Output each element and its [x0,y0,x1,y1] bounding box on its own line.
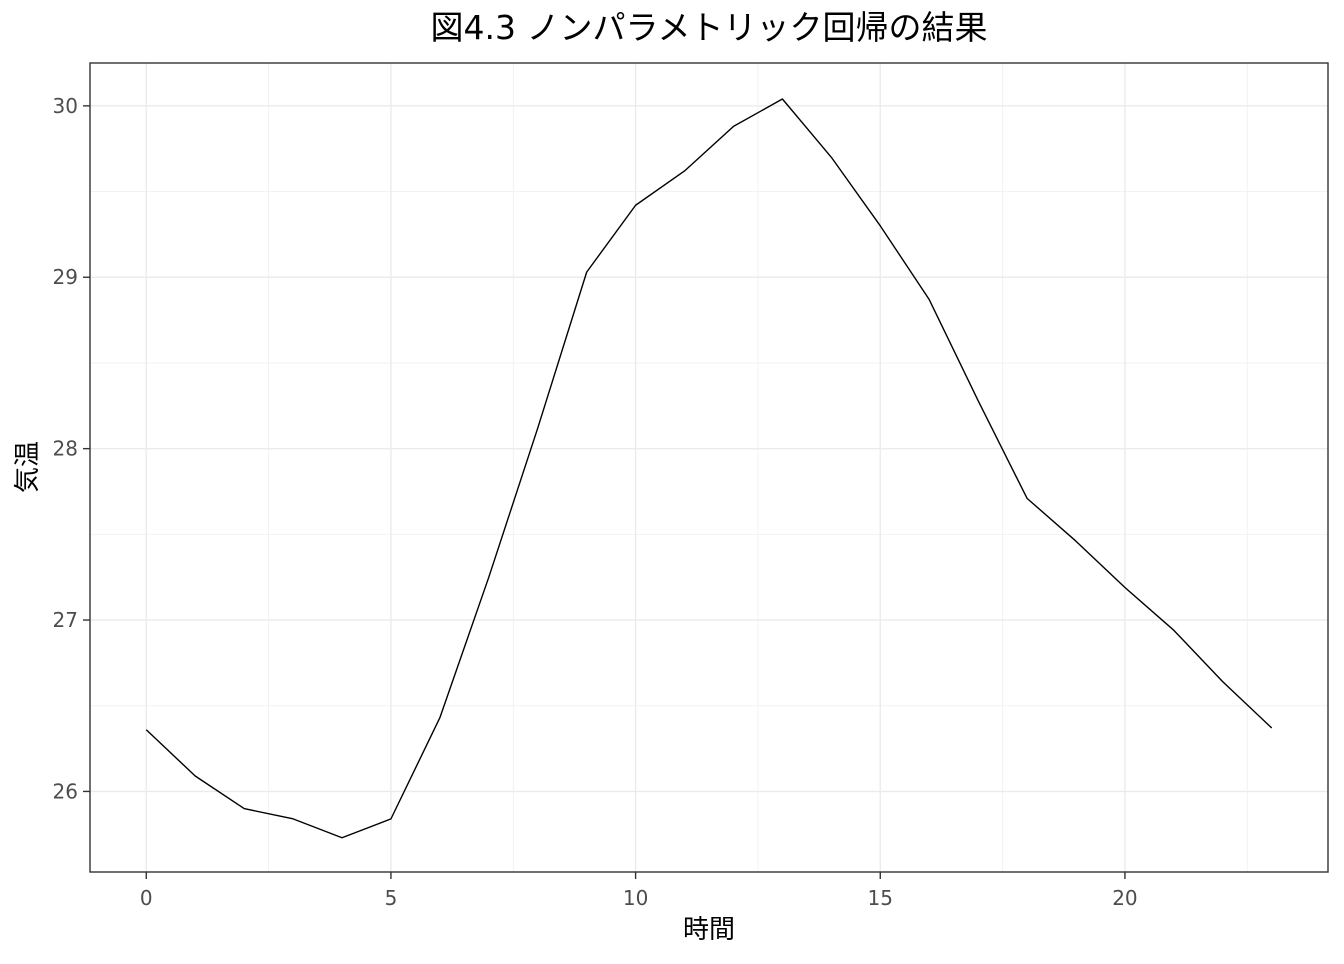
series-layer [145,98,1273,839]
y-tick-label: 30 [53,94,78,118]
y-axis-ticks: 26 27 28 29 30 [53,94,90,803]
x-tick-label: 20 [1112,886,1137,910]
y-axis-title: 気温 [13,441,43,493]
x-axis-ticks: 0 5 10 15 20 [140,872,1138,910]
x-tick-label: 0 [140,886,153,910]
x-tick-label: 5 [385,886,398,910]
chart-title: 図4.3 ノンパラメトリック回帰の結果 [431,8,988,47]
y-tick-label: 27 [53,608,78,632]
plot-border [89,62,1329,873]
x-tick-label: 15 [868,886,893,910]
minor-gridlines [90,63,1328,872]
series-line-0 [145,98,1273,839]
x-axis-title: 時間 [683,915,735,945]
y-tick-label: 28 [53,437,78,461]
plot-background [90,63,1328,872]
x-tick-label: 10 [623,886,648,910]
major-gridlines [90,63,1328,872]
y-tick-label: 29 [53,265,78,289]
y-tick-label: 26 [53,779,78,803]
